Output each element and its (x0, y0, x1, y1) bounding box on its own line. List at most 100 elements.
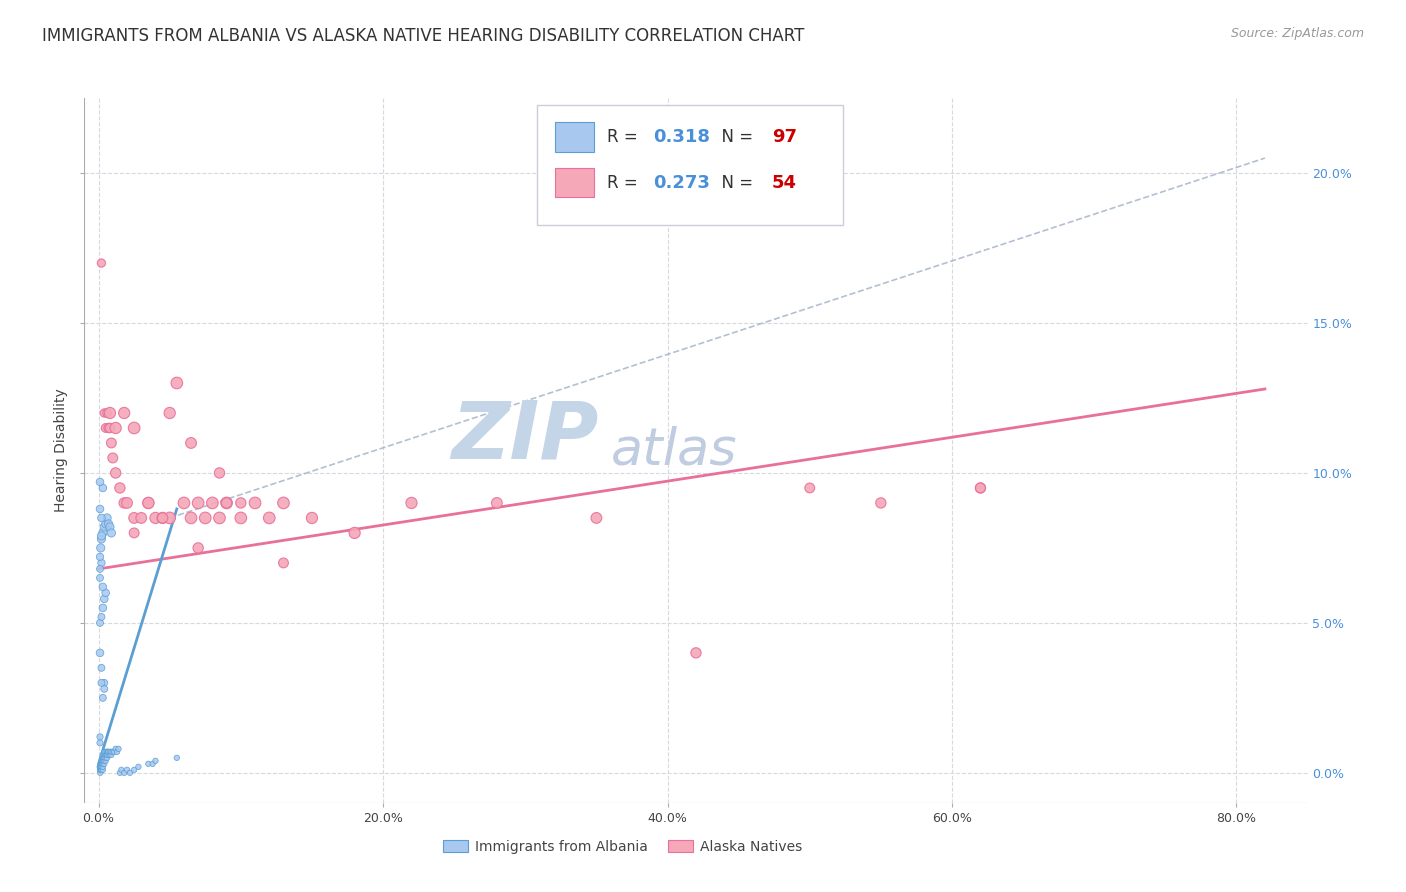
Point (90, 763, 112, 777)
Point (91, 481, 114, 495)
Point (93, 751, 115, 765)
Point (166, 376, 188, 390)
Point (94, 747, 117, 762)
Point (273, 496, 295, 510)
Point (243, 496, 266, 510)
Point (97, 745, 120, 759)
Point (89, 763, 111, 777)
Point (97, 516, 120, 531)
Point (93, 756, 115, 771)
Point (145, 754, 167, 768)
Point (98, 421, 121, 435)
Point (89, 562, 111, 576)
Point (145, 511, 167, 525)
Point (94, 751, 117, 765)
Point (101, 450, 124, 465)
Text: 97: 97 (772, 128, 797, 146)
Point (89, 730, 111, 744)
Point (108, 481, 131, 495)
Point (89, 765, 111, 780)
Point (301, 511, 323, 525)
Point (89, 475, 111, 489)
Point (94, 586, 117, 600)
Point (91, 756, 114, 771)
Point (104, 741, 127, 756)
Point (343, 525, 366, 540)
Point (90, 760, 112, 774)
Point (89, 760, 111, 774)
Point (100, 525, 122, 540)
Point (91, 525, 114, 540)
Point (94, 421, 117, 435)
Point (127, 760, 149, 774)
Point (103, 745, 125, 759)
Point (94, 747, 117, 762)
Point (180, 436, 202, 450)
Point (89, 646, 111, 660)
Point (215, 496, 238, 510)
Point (138, 756, 160, 771)
Point (100, 745, 122, 759)
Point (89, 502, 111, 516)
Point (96, 751, 118, 765)
Text: Source: ZipAtlas.com: Source: ZipAtlas.com (1230, 27, 1364, 40)
Point (90, 610, 112, 624)
Point (93, 747, 115, 762)
Point (208, 466, 231, 480)
Point (93, 406, 115, 420)
Point (91, 751, 114, 765)
Point (122, 763, 145, 777)
Point (138, 496, 160, 510)
Point (112, 496, 135, 510)
Point (180, 511, 202, 525)
Point (98, 520, 121, 534)
Point (112, 406, 135, 420)
Point (96, 747, 118, 762)
Point (104, 421, 127, 435)
Point (90, 756, 112, 771)
Point (112, 765, 135, 780)
Point (90, 754, 112, 768)
Point (401, 496, 423, 510)
Point (96, 747, 118, 762)
Point (93, 751, 115, 765)
Point (870, 496, 893, 510)
Text: IMMIGRANTS FROM ALBANIA VS ALASKA NATIVE HEARING DISABILITY CORRELATION CHART: IMMIGRANTS FROM ALBANIA VS ALASKA NATIVE… (42, 27, 804, 45)
Point (93, 676, 115, 690)
Point (94, 754, 117, 768)
Point (142, 756, 165, 771)
Point (90, 760, 112, 774)
Point (91, 754, 114, 768)
Point (90, 763, 112, 777)
Point (94, 516, 117, 531)
Point (152, 511, 174, 525)
Point (94, 745, 117, 759)
Point (89, 763, 111, 777)
Point (110, 763, 132, 777)
Point (89, 549, 111, 564)
Point (101, 745, 124, 759)
Point (118, 765, 141, 780)
Point (91, 754, 114, 768)
Text: atlas: atlas (610, 425, 737, 475)
Point (122, 421, 145, 435)
Text: 0.318: 0.318 (654, 128, 710, 146)
Text: R =: R = (606, 128, 643, 146)
Text: N =: N = (710, 128, 758, 146)
Point (166, 751, 188, 765)
Point (115, 763, 138, 777)
Point (208, 511, 231, 525)
Point (89, 760, 111, 774)
Point (90, 541, 112, 555)
Point (90, 256, 112, 270)
Point (685, 646, 707, 660)
Point (90, 676, 112, 690)
Text: 0.273: 0.273 (654, 174, 710, 192)
Point (152, 511, 174, 525)
Point (969, 481, 991, 495)
Point (89, 615, 111, 630)
Point (90, 756, 112, 771)
Point (89, 571, 111, 585)
FancyBboxPatch shape (555, 122, 595, 152)
Text: N =: N = (710, 174, 758, 192)
